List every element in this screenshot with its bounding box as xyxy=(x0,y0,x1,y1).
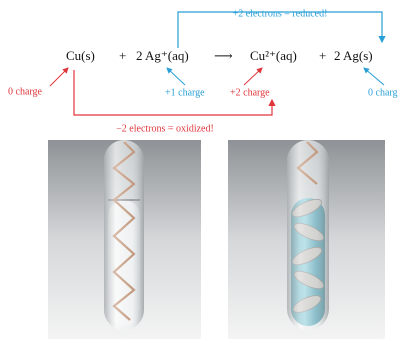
equation-term: Cu(s) xyxy=(66,48,95,63)
page: +2 electrons = reduced! Cu(s) + 2 Ag⁺(aq… xyxy=(0,0,406,339)
equation-term: Cu²⁺(aq) xyxy=(250,48,297,63)
arrow xyxy=(244,68,262,85)
oxidation-label: −2 electrons = oxidized! xyxy=(116,123,214,134)
charge-label: +1 charge xyxy=(165,87,205,98)
equation-term: + xyxy=(319,48,326,63)
arrow xyxy=(364,68,384,85)
reduction-label: +2 electrons = reduced! xyxy=(233,8,328,19)
equation-term: + xyxy=(119,48,126,63)
equation-term: 2 Ag(s) xyxy=(334,48,373,63)
equation-term: ⟶ xyxy=(214,48,233,63)
arrow xyxy=(167,68,185,85)
figure: +2 electrons = reduced! Cu(s) + 2 Ag⁺(aq… xyxy=(0,0,406,339)
photo-before xyxy=(48,140,201,339)
charge-label: 0 charge xyxy=(8,86,43,97)
equation-term: 2 Ag⁺(aq) xyxy=(136,48,189,63)
charge-label: 0 charg xyxy=(368,87,398,98)
photo-after xyxy=(228,140,385,339)
charge-label: +2 charge xyxy=(230,87,270,98)
arrow xyxy=(50,68,68,86)
